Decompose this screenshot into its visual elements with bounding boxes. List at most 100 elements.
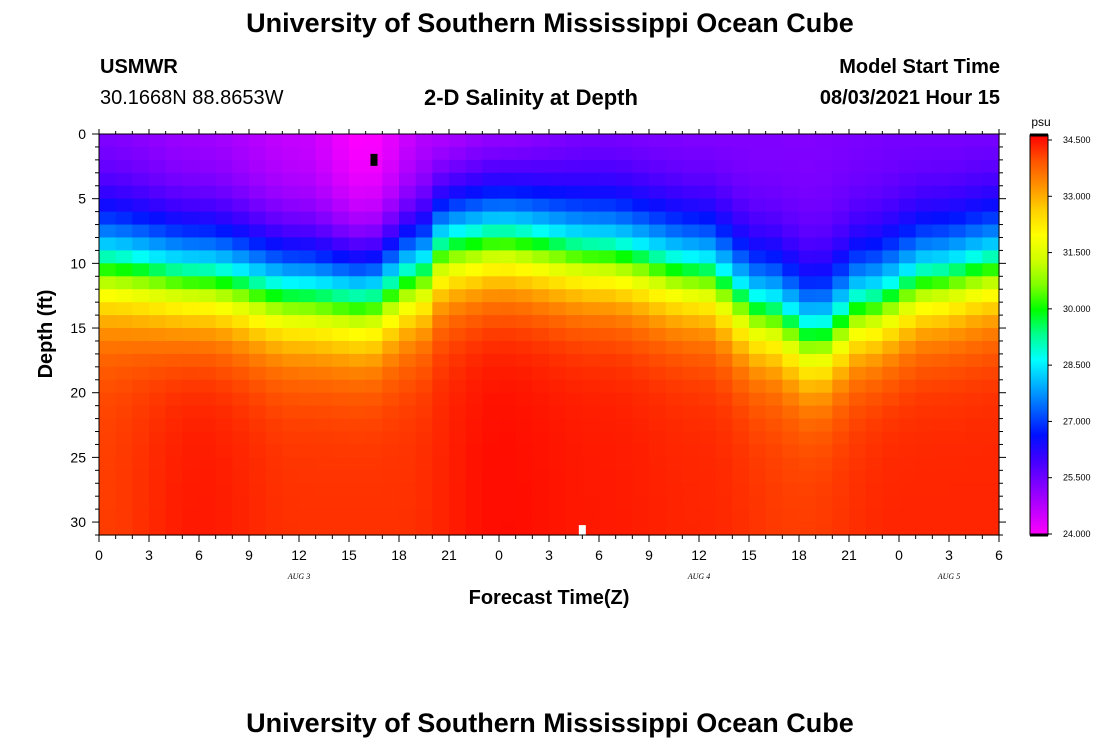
heatmap-cell <box>749 340 767 355</box>
heatmap-cell <box>715 211 733 226</box>
heatmap-cell <box>182 366 200 381</box>
heatmap-cell <box>165 457 183 471</box>
colorbar-tick-label: 28.500 <box>1063 360 1091 370</box>
heatmap-cell <box>915 276 933 290</box>
heatmap-cell <box>932 353 950 368</box>
heatmap-cell <box>282 224 300 239</box>
heatmap-cell <box>832 263 850 277</box>
heatmap-cell <box>749 483 767 497</box>
heatmap-cell <box>599 496 617 510</box>
heatmap-cell <box>199 315 217 329</box>
heatmap-cell <box>732 522 750 536</box>
heatmap-cell <box>99 328 117 342</box>
heatmap-cell <box>649 224 667 239</box>
heatmap-cell <box>599 470 617 484</box>
heatmap-cell <box>849 444 867 458</box>
heatmap-cell <box>915 134 933 148</box>
heatmap-cell <box>449 509 467 523</box>
heatmap-cell <box>615 159 633 174</box>
heatmap-cell <box>232 237 250 252</box>
heatmap-cell <box>632 302 650 316</box>
heatmap-cell <box>849 418 867 433</box>
heatmap-cell <box>715 392 733 407</box>
heatmap-cell <box>465 418 483 433</box>
heatmap-cell <box>982 418 1000 433</box>
heatmap-cell <box>499 146 517 161</box>
heatmap-cell <box>465 431 483 446</box>
heatmap-cell <box>365 263 383 277</box>
heatmap-cell <box>582 392 600 407</box>
heatmap-cell <box>732 172 750 187</box>
heatmap-cell <box>482 509 500 523</box>
heatmap-cell <box>449 237 467 252</box>
heatmap-cell <box>965 444 983 458</box>
heatmap-cell <box>765 146 783 161</box>
heatmap-cell <box>832 159 850 174</box>
heatmap-cell <box>815 431 833 446</box>
heatmap-cell <box>982 146 1000 161</box>
heatmap-cell <box>515 302 533 316</box>
heatmap-cell <box>482 431 500 446</box>
heatmap-cell <box>899 172 917 187</box>
heatmap-cell <box>365 353 383 368</box>
heatmap-cell <box>415 483 433 497</box>
heatmap-cell <box>565 146 583 161</box>
heatmap-cell <box>865 509 883 523</box>
heatmap-cell <box>715 289 733 303</box>
heatmap-cell <box>465 315 483 329</box>
heatmap-cell <box>665 496 683 510</box>
heatmap-cell <box>582 366 600 381</box>
heatmap-cell <box>132 276 150 290</box>
heatmap-cell <box>549 431 567 446</box>
heatmap-cell <box>132 496 150 510</box>
heatmap-cell <box>749 146 767 161</box>
heatmap-cell <box>299 392 317 407</box>
heatmap-cell <box>182 250 200 264</box>
heatmap-cell <box>915 509 933 523</box>
heatmap-cell <box>682 185 700 200</box>
heatmap-cell <box>482 172 500 187</box>
heatmap-cell <box>315 146 333 161</box>
heatmap-cell <box>815 470 833 484</box>
heatmap-cell <box>199 509 217 523</box>
heatmap-cell <box>565 470 583 484</box>
heatmap-cell <box>982 302 1000 316</box>
heatmap-cell <box>832 483 850 497</box>
heatmap-cell <box>115 509 133 523</box>
heatmap-cell <box>899 509 917 523</box>
heatmap-cell <box>332 198 350 213</box>
heatmap-cell <box>765 211 783 226</box>
heatmap-cell <box>115 340 133 355</box>
heatmap-cell <box>332 496 350 510</box>
heatmap-cell <box>849 172 867 187</box>
heatmap-cell <box>582 211 600 226</box>
heatmap-cell <box>815 418 833 433</box>
date-label: AUG 3 <box>287 572 310 581</box>
heatmap-cell <box>665 211 683 226</box>
heatmap-cell <box>249 198 267 213</box>
heatmap-cell <box>882 185 900 200</box>
heatmap-cell <box>182 289 200 303</box>
heatmap-cell <box>449 172 467 187</box>
heatmap-cell <box>882 418 900 433</box>
heatmap-cell <box>399 509 417 523</box>
heatmap-cell <box>982 405 1000 420</box>
heatmap-cell <box>115 185 133 200</box>
heatmap-cell <box>615 522 633 536</box>
heatmap-cell <box>832 340 850 355</box>
heatmap-cell <box>465 159 483 174</box>
heatmap-cell <box>315 172 333 187</box>
heatmap-cell <box>499 328 517 342</box>
heatmap-cell <box>832 224 850 239</box>
heatmap-cell <box>499 211 517 226</box>
heatmap-cell <box>782 289 800 303</box>
heatmap-cell <box>349 353 367 368</box>
heatmap-cell <box>465 328 483 342</box>
heatmap-cell <box>849 315 867 329</box>
heatmap-cell <box>665 328 683 342</box>
heatmap-cell <box>99 185 117 200</box>
heatmap-cell <box>982 496 1000 510</box>
heatmap-cell <box>299 263 317 277</box>
heatmap-cell <box>399 470 417 484</box>
heatmap-cell <box>132 353 150 368</box>
